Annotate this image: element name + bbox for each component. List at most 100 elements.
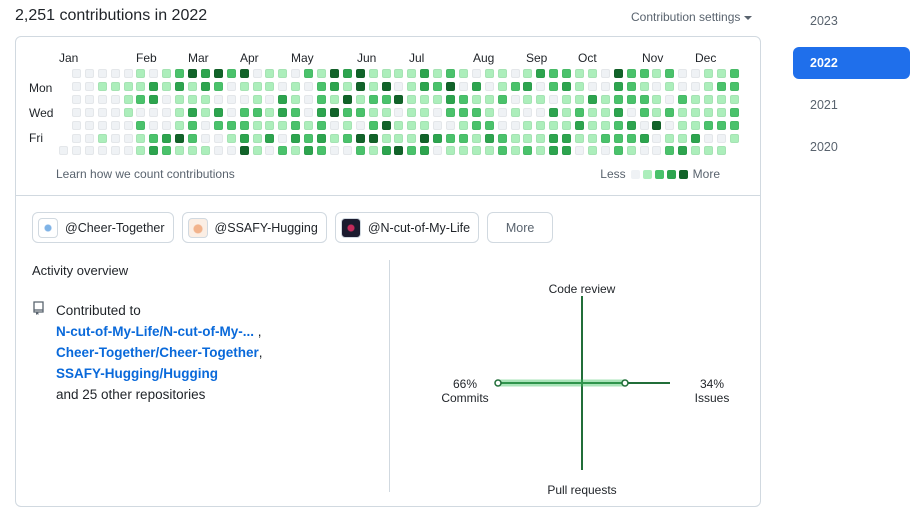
contribution-day-cell[interactable] [304,81,314,91]
contribution-day-cell[interactable] [136,146,146,156]
contribution-day-cell[interactable] [549,120,559,130]
contribution-day-cell[interactable] [729,69,739,78]
contribution-day-cell[interactable] [665,146,675,156]
contribution-day-cell[interactable] [97,133,107,143]
contribution-day-cell[interactable] [265,94,275,104]
more-orgs-button[interactable]: More [487,212,554,243]
contribution-day-cell[interactable] [678,120,688,130]
contribution-day-cell[interactable] [639,107,649,117]
contribution-day-cell[interactable] [355,81,365,91]
contribution-day-cell[interactable] [278,69,288,78]
contribution-day-cell[interactable] [368,94,378,104]
contribution-day-cell[interactable] [188,133,197,143]
contribution-day-cell[interactable] [110,133,120,143]
contribution-day-cell[interactable] [613,107,623,117]
contribution-day-cell[interactable] [446,81,455,91]
contribution-day-cell[interactable] [433,120,443,130]
contribution-day-cell[interactable] [394,81,404,91]
contribution-day-cell[interactable] [355,69,365,78]
contribution-day-cell[interactable] [433,107,443,117]
contribution-day-cell[interactable] [497,81,507,91]
contribution-day-cell[interactable] [458,94,468,104]
contribution-day-cell[interactable] [175,69,185,78]
contribution-day-cell[interactable] [446,69,455,78]
year-2021[interactable]: 2021 [810,98,838,112]
contribution-day-cell[interactable] [200,146,210,156]
contribution-day-cell[interactable] [600,69,610,78]
contribution-day-cell[interactable] [110,107,120,117]
contribution-day-cell[interactable] [510,107,520,117]
contribution-day-cell[interactable] [523,81,533,91]
contribution-day-cell[interactable] [304,94,314,104]
contribution-day-cell[interactable] [317,81,326,91]
contribution-day-cell[interactable] [71,120,81,130]
contribution-day-cell[interactable] [458,146,468,156]
contribution-day-cell[interactable] [691,120,701,130]
contribution-day-cell[interactable] [381,69,391,78]
contribution-day-cell[interactable] [291,81,301,91]
contribution-day-cell[interactable] [613,120,623,130]
contribution-day-cell[interactable] [471,120,481,130]
repo-link[interactable]: Cheer-Together/Cheer-Together [56,345,259,360]
contribution-day-cell[interactable] [497,69,507,78]
contribution-day-cell[interactable] [536,120,546,130]
contribution-day-cell[interactable] [110,120,120,130]
contribution-day-cell[interactable] [716,69,726,78]
contribution-day-cell[interactable] [678,94,688,104]
contribution-day-cell[interactable] [97,81,107,91]
contribution-day-cell[interactable] [484,146,494,156]
contribution-day-cell[interactable] [471,69,481,78]
contribution-day-cell[interactable] [71,81,81,91]
contribution-day-cell[interactable] [265,146,275,156]
contribution-day-cell[interactable] [368,81,378,91]
contribution-day-cell[interactable] [613,133,623,143]
contribution-day-cell[interactable] [149,120,159,130]
contribution-day-cell[interactable] [394,94,404,104]
contribution-day-cell[interactable] [252,69,262,78]
contribution-day-cell[interactable] [665,107,675,117]
contribution-day-cell[interactable] [691,81,701,91]
contribution-day-cell[interactable] [239,94,249,104]
contribution-day-cell[interactable] [626,107,636,117]
contribution-day-cell[interactable] [368,69,378,78]
contribution-day-cell[interactable] [484,120,494,130]
contribution-day-cell[interactable] [394,69,404,78]
contribution-day-cell[interactable] [704,120,713,130]
contribution-day-cell[interactable] [626,133,636,143]
contribution-day-cell[interactable] [291,133,301,143]
contribution-day-cell[interactable] [600,146,610,156]
contribution-day-cell[interactable] [355,133,365,143]
contribution-day-cell[interactable] [304,133,314,143]
contribution-day-cell[interactable] [446,120,455,130]
contribution-day-cell[interactable] [239,107,249,117]
contribution-day-cell[interactable] [471,81,481,91]
contribution-day-cell[interactable] [110,146,120,156]
contribution-day-cell[interactable] [213,120,223,130]
contribution-day-cell[interactable] [458,69,468,78]
contribution-day-cell[interactable] [149,94,159,104]
contribution-day-cell[interactable] [162,146,172,156]
contribution-day-cell[interactable] [652,107,662,117]
contribution-day-cell[interactable] [562,133,572,143]
contribution-day-cell[interactable] [175,146,185,156]
contribution-day-cell[interactable] [678,69,688,78]
contribution-day-cell[interactable] [239,81,249,91]
contribution-day-cell[interactable] [407,69,417,78]
contribution-day-cell[interactable] [665,94,675,104]
contribution-day-cell[interactable] [149,69,159,78]
contribution-day-cell[interactable] [200,69,210,78]
contribution-day-cell[interactable] [162,81,172,91]
contribution-settings-dropdown[interactable]: Contribution settings [631,10,753,24]
contribution-day-cell[interactable] [381,94,391,104]
contribution-day-cell[interactable] [188,146,197,156]
contribution-day-cell[interactable] [562,94,572,104]
contribution-day-cell[interactable] [678,81,688,91]
contribution-day-cell[interactable] [575,146,584,156]
contribution-day-cell[interactable] [175,94,185,104]
contribution-day-cell[interactable] [433,146,443,156]
contribution-day-cell[interactable] [239,146,249,156]
contribution-day-cell[interactable] [71,146,81,156]
contribution-day-cell[interactable] [549,146,559,156]
contribution-day-cell[interactable] [188,81,197,91]
contribution-day-cell[interactable] [600,107,610,117]
